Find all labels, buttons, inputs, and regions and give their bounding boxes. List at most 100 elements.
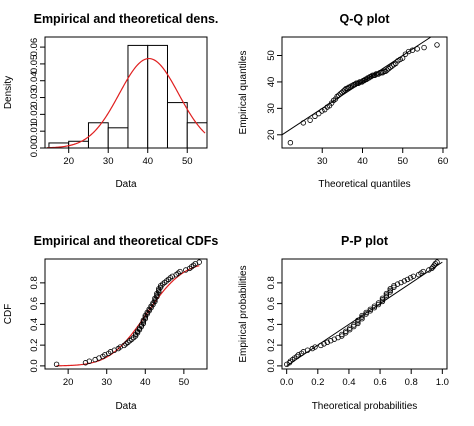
pp-point <box>410 273 417 279</box>
y-tick-label: 40 <box>266 77 277 88</box>
pp-point <box>379 298 386 305</box>
y-tick-label: 0.04 <box>29 71 40 90</box>
pp-point <box>324 339 331 346</box>
qq-point <box>337 91 344 97</box>
cdf-panel: Empirical and theoretical CDFs Data CDF 20 3… <box>3 234 218 412</box>
x-tick-label: 20 <box>63 156 74 167</box>
y-tick-label: 0.00 <box>29 139 40 158</box>
histogram-bar <box>147 44 168 149</box>
x-tick-label: 40 <box>357 156 368 167</box>
y-tick-label: 0.2 <box>29 339 40 352</box>
qq-panel: Q-Q plot Theoretical quantiles Empirical q… <box>238 12 448 190</box>
qq-point <box>307 117 313 123</box>
theoretical-density-curve <box>46 57 206 149</box>
pp-point <box>321 341 327 347</box>
ecdf-point <box>177 268 183 275</box>
qq-point <box>409 47 416 53</box>
qq-point <box>287 140 294 146</box>
histogram-bar <box>107 127 129 149</box>
pp-point <box>375 301 382 308</box>
x-axis-label: Data <box>115 179 137 190</box>
qq-point <box>336 92 342 98</box>
x-tick-label: 0.8 <box>405 377 418 388</box>
pp-point <box>359 314 365 320</box>
y-tick-label: 0.6 <box>266 297 277 310</box>
panel-title: Empirical and theoretical dens. <box>34 12 219 26</box>
qq-point <box>414 46 420 52</box>
pp-point <box>394 281 401 287</box>
y-tick-label: 0.6 <box>29 297 40 310</box>
histogram-bar <box>186 122 208 149</box>
qq-point <box>344 85 351 92</box>
y-tick-label: 0.8 <box>29 276 40 289</box>
x-tick-label: 30 <box>101 377 112 388</box>
pp-point <box>367 308 373 314</box>
qq-point <box>402 51 409 57</box>
y-tick-label: 0.0 <box>29 359 40 372</box>
pp-point <box>339 333 345 339</box>
plot-box <box>281 36 448 149</box>
pp-point <box>387 287 393 294</box>
plots-layer: Empirical and theoretical dens. Data Densi… <box>3 12 449 412</box>
pp-point <box>304 347 311 353</box>
pp-point <box>343 330 349 336</box>
x-tick-label: 60 <box>438 156 449 167</box>
plot-box <box>44 258 208 370</box>
pp-point <box>355 319 361 325</box>
y-tick-label: 0.03 <box>29 88 40 107</box>
empirical-cdf-points <box>53 259 202 368</box>
pp-point <box>383 292 390 298</box>
y-tick-label: 0.01 <box>29 122 40 141</box>
y-tick-label: 20 <box>266 129 277 140</box>
qq-point <box>316 110 322 117</box>
pp-point <box>391 284 397 290</box>
pp-point <box>387 289 393 295</box>
y-tick-label: 0.0 <box>266 359 277 372</box>
y-axis-label: Empirical quantiles <box>238 51 249 135</box>
pp-point <box>379 297 386 303</box>
qq-point <box>300 120 307 126</box>
y-tick-label: 0.4 <box>266 318 277 331</box>
panel-title: Q-Q plot <box>340 12 391 26</box>
pp-point <box>404 276 411 283</box>
qq-point <box>421 44 427 51</box>
ecdf-point <box>142 316 148 322</box>
qq-point <box>399 55 406 61</box>
x-tick-label: 0.2 <box>311 377 324 388</box>
pp-point <box>351 323 357 330</box>
ecdf-point <box>156 289 162 295</box>
plot-box <box>281 258 448 370</box>
qq-point <box>332 96 339 102</box>
x-tick-label: 40 <box>140 377 151 388</box>
pp-point <box>401 278 408 284</box>
qq-point <box>385 66 392 72</box>
pp-point <box>432 260 438 267</box>
pp-points <box>284 259 440 368</box>
x-tick-label: 1.0 <box>436 377 449 388</box>
ecdf-point <box>154 294 160 300</box>
x-axis-label: Data <box>115 401 137 412</box>
ecdf-point <box>140 320 147 327</box>
qq-point <box>382 68 389 75</box>
pp-point <box>312 344 318 350</box>
qq-point <box>384 67 390 73</box>
y-tick-label: 0.2 <box>266 339 277 352</box>
y-tick-label: 0.05 <box>29 55 40 73</box>
x-tick-label: 0.0 <box>280 377 293 388</box>
qq-point <box>319 108 325 114</box>
ecdf-point <box>53 361 60 368</box>
qq-point <box>379 69 386 76</box>
x-tick-label: 40 <box>142 156 153 167</box>
density-panel: Empirical and theoretical dens. Data Densi… <box>3 12 218 190</box>
pp-point <box>407 275 414 281</box>
pp-point <box>359 316 365 322</box>
histogram-bar <box>166 102 188 149</box>
x-axis-label: Theoretical probabilities <box>312 401 418 412</box>
x-tick-label: 50 <box>397 156 408 167</box>
qq-point <box>339 89 345 96</box>
y-axis-label: CDF <box>3 304 14 325</box>
y-tick-label: 30 <box>266 103 277 114</box>
y-tick-label: 0.4 <box>29 318 40 331</box>
